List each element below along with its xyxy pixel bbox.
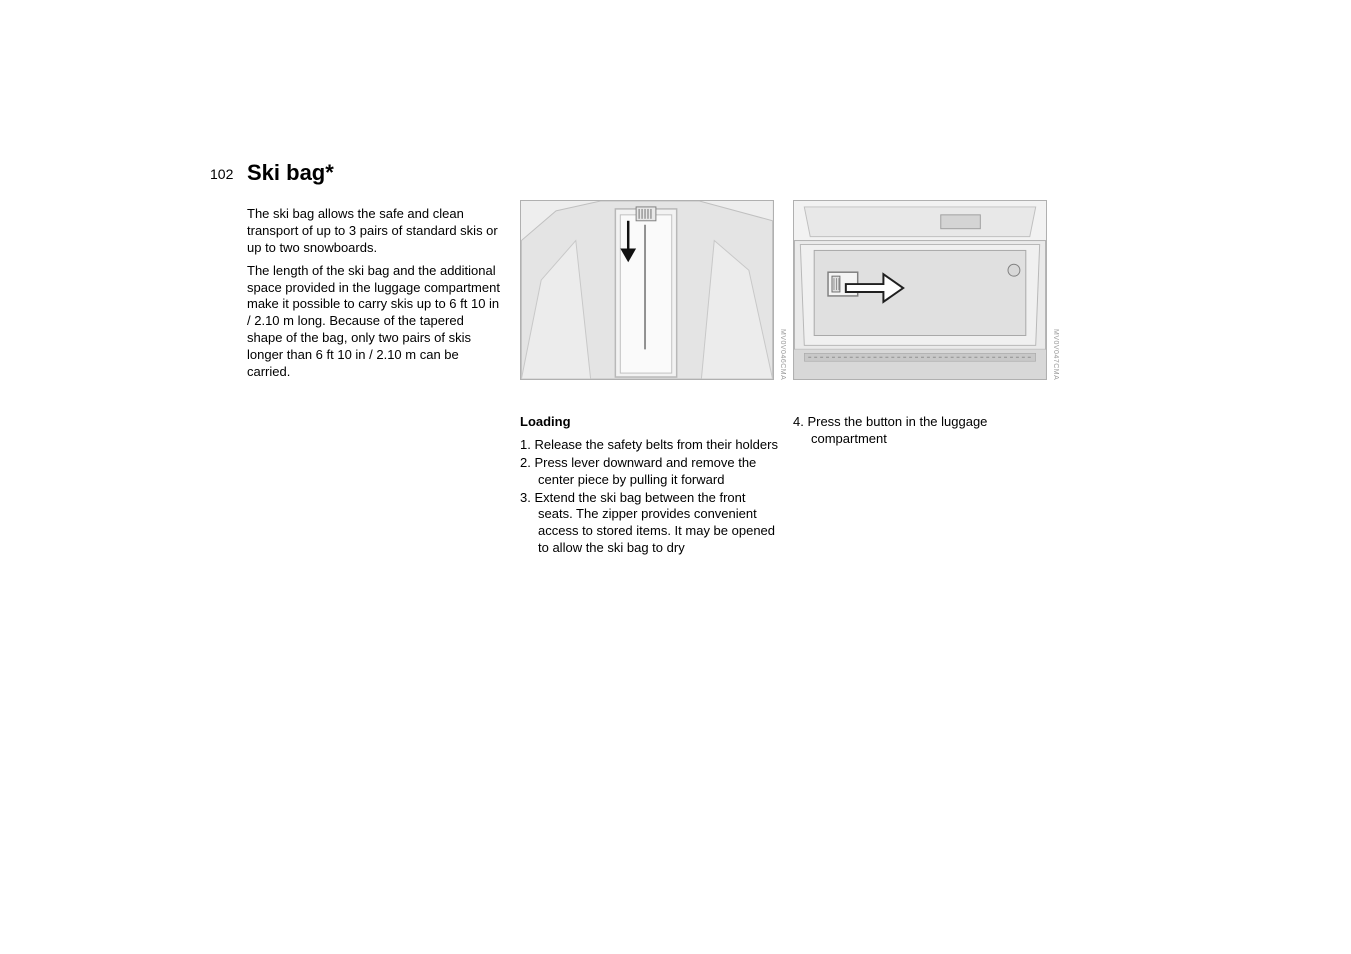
figure-2-trunk: MV0V047CMA	[793, 200, 1053, 380]
intro-paragraph-1: The ski bag allows the safe and clean tr…	[247, 206, 502, 257]
figure-2-image	[793, 200, 1047, 380]
figure-1-lever: MV0V046CMA	[520, 200, 780, 380]
figure-1-image	[520, 200, 774, 380]
figure-2-svg	[794, 201, 1046, 379]
loading-heading: Loading	[520, 414, 780, 431]
figure-2-caption: MV0V047CMA	[1052, 329, 1059, 380]
intro-paragraph-2: The length of the ski bag and the additi…	[247, 263, 502, 381]
loading-steps-list-cont: 4. Press the button in the luggage compa…	[793, 414, 1053, 448]
section-title: Ski bag*	[247, 160, 334, 186]
loading-steps-list: 1. Release the safety belts from their h…	[520, 437, 780, 557]
loading-step-1: 1. Release the safety belts from their h…	[520, 437, 780, 454]
loading-step-3: 3. Extend the ski bag between the front …	[520, 490, 780, 558]
loading-step-4: 4. Press the button in the luggage compa…	[793, 414, 1053, 448]
page-number: 102	[210, 166, 233, 182]
column-3-loading-cont: 4. Press the button in the luggage compa…	[793, 414, 1053, 449]
figure-1-svg	[521, 201, 773, 379]
loading-step-2: 2. Press lever downward and remove the c…	[520, 455, 780, 489]
column-1-intro: The ski bag allows the safe and clean tr…	[247, 206, 502, 387]
column-2-loading: Loading 1. Release the safety belts from…	[520, 414, 780, 558]
figure-1-caption: MV0V046CMA	[779, 329, 786, 380]
